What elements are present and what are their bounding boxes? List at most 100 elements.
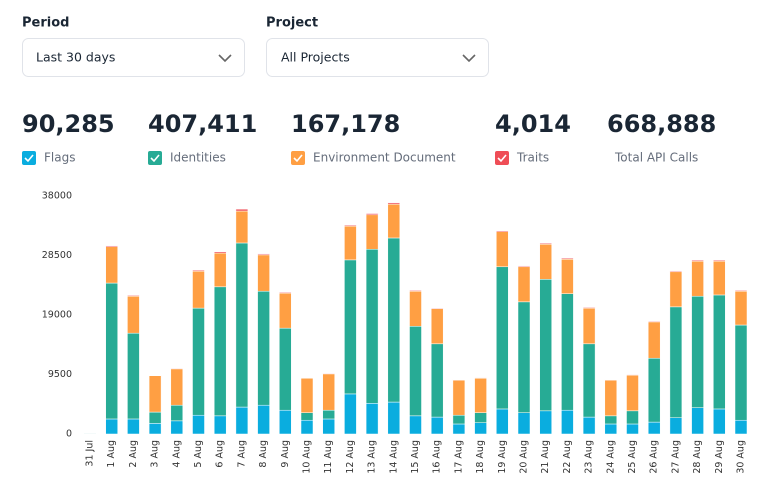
checkbox[interactable] — [291, 151, 305, 165]
x-tick-label: 24 Aug — [605, 440, 616, 474]
x-tick-label: 13 Aug — [367, 440, 378, 474]
bar-segment — [713, 259, 726, 262]
bar-segment — [517, 301, 531, 413]
stat-total: 668,888 — [607, 110, 716, 138]
chevron — [462, 54, 476, 63]
x-tick-label: 4 Aug — [171, 440, 182, 468]
check-mark — [293, 154, 303, 163]
bar-segment — [213, 252, 227, 288]
x-tick-label: 6 Aug — [215, 440, 226, 468]
bar-segment — [300, 377, 314, 379]
bar-segment — [409, 415, 422, 435]
bar-segment — [148, 375, 162, 377]
bar-segment — [387, 203, 401, 239]
checkbox[interactable] — [148, 151, 162, 165]
x-tick-label: 7 Aug — [236, 440, 247, 468]
bar-segment — [496, 231, 509, 268]
select-value: Last 30 days — [36, 50, 115, 65]
bar-segment — [279, 409, 292, 435]
bar-segment — [365, 213, 379, 216]
bar-segment — [344, 224, 357, 227]
x-tick-label: 31 Jul — [85, 440, 96, 467]
stat-label: Environment Document — [313, 151, 456, 165]
bar-segment — [235, 208, 249, 212]
period-select[interactable] — [22, 38, 245, 77]
x-tick-label: 1 Aug — [106, 440, 117, 468]
bar-segment — [539, 243, 552, 245]
bar-segment — [170, 404, 184, 422]
bar-segment — [170, 420, 184, 435]
y-tick-label: 28500 — [42, 250, 72, 261]
bar-segment — [452, 414, 466, 425]
x-tick-label: 29 Aug — [714, 440, 725, 474]
check-mark — [24, 154, 34, 163]
bar-segment — [669, 417, 683, 435]
bar-segment — [517, 265, 531, 268]
bar-segment — [213, 415, 227, 435]
bar-segment — [539, 410, 552, 435]
bar-segment — [647, 357, 661, 423]
x-tick-label: 5 Aug — [193, 440, 204, 468]
x-tick-label: 14 Aug — [388, 440, 399, 474]
y-tick-label: 9500 — [48, 369, 72, 380]
bar-segment — [192, 414, 205, 435]
check-mark — [497, 154, 507, 163]
bar-segment — [213, 251, 227, 254]
stat-total: 167,178 — [291, 110, 400, 138]
x-tick-label: 3 Aug — [150, 440, 161, 468]
stat-label: Total API Calls — [614, 151, 698, 165]
bar-segment — [279, 327, 292, 411]
filter-label: Period — [22, 16, 69, 31]
bar-segment — [734, 419, 748, 435]
project-select[interactable] — [266, 38, 489, 77]
bar-segment — [148, 411, 162, 424]
x-tick-label: 11 Aug — [323, 440, 334, 474]
bar-segment — [170, 368, 184, 406]
x-tick-label: 20 Aug — [519, 440, 530, 474]
bar-segment — [430, 307, 444, 309]
bar-segment — [300, 412, 314, 421]
bar-segment — [647, 421, 661, 435]
bar-segment — [213, 286, 227, 417]
x-tick-label: 27 Aug — [670, 440, 681, 474]
bar-segment — [669, 306, 683, 418]
bar-segment — [300, 378, 314, 413]
bar-segment — [257, 253, 270, 256]
bar-segment — [387, 401, 401, 435]
x-tick-label: 9 Aug — [280, 440, 291, 468]
x-tick-label: 25 Aug — [627, 440, 638, 474]
bar-segment — [322, 373, 335, 411]
bar-segment — [669, 271, 683, 308]
bar-segment — [561, 259, 574, 294]
bar-segment — [582, 416, 596, 435]
bar-segment — [257, 254, 270, 292]
bar-segment — [626, 423, 639, 435]
bar-segment — [409, 326, 422, 417]
x-tick-label: 28 Aug — [692, 440, 703, 474]
bar-segment — [192, 270, 205, 309]
checkbox[interactable] — [22, 151, 36, 165]
checkbox[interactable] — [495, 151, 509, 165]
bar-segment — [604, 423, 618, 435]
x-tick-label: 21 Aug — [540, 440, 551, 474]
x-tick-label: 19 Aug — [497, 440, 508, 474]
bar-segment — [235, 406, 249, 435]
bar-segment — [322, 418, 335, 435]
bar-segment — [496, 230, 509, 232]
bar-segment — [279, 292, 292, 329]
bar-segment — [192, 307, 205, 416]
bar-segment — [496, 266, 509, 410]
bar-segment — [127, 295, 140, 297]
bar-segment — [409, 290, 422, 327]
bar-segment — [539, 243, 552, 280]
bar-segment — [604, 415, 618, 425]
bar-segment — [430, 416, 444, 435]
bar-segment — [235, 242, 249, 408]
x-tick-label: 8 Aug — [258, 440, 269, 468]
bar-segment — [452, 379, 466, 416]
bar-segment — [387, 237, 401, 403]
select-value: All Projects — [281, 50, 350, 65]
x-tick-label: 18 Aug — [475, 440, 486, 474]
y-tick-label: 19000 — [42, 310, 72, 321]
bar-segment — [582, 307, 596, 345]
